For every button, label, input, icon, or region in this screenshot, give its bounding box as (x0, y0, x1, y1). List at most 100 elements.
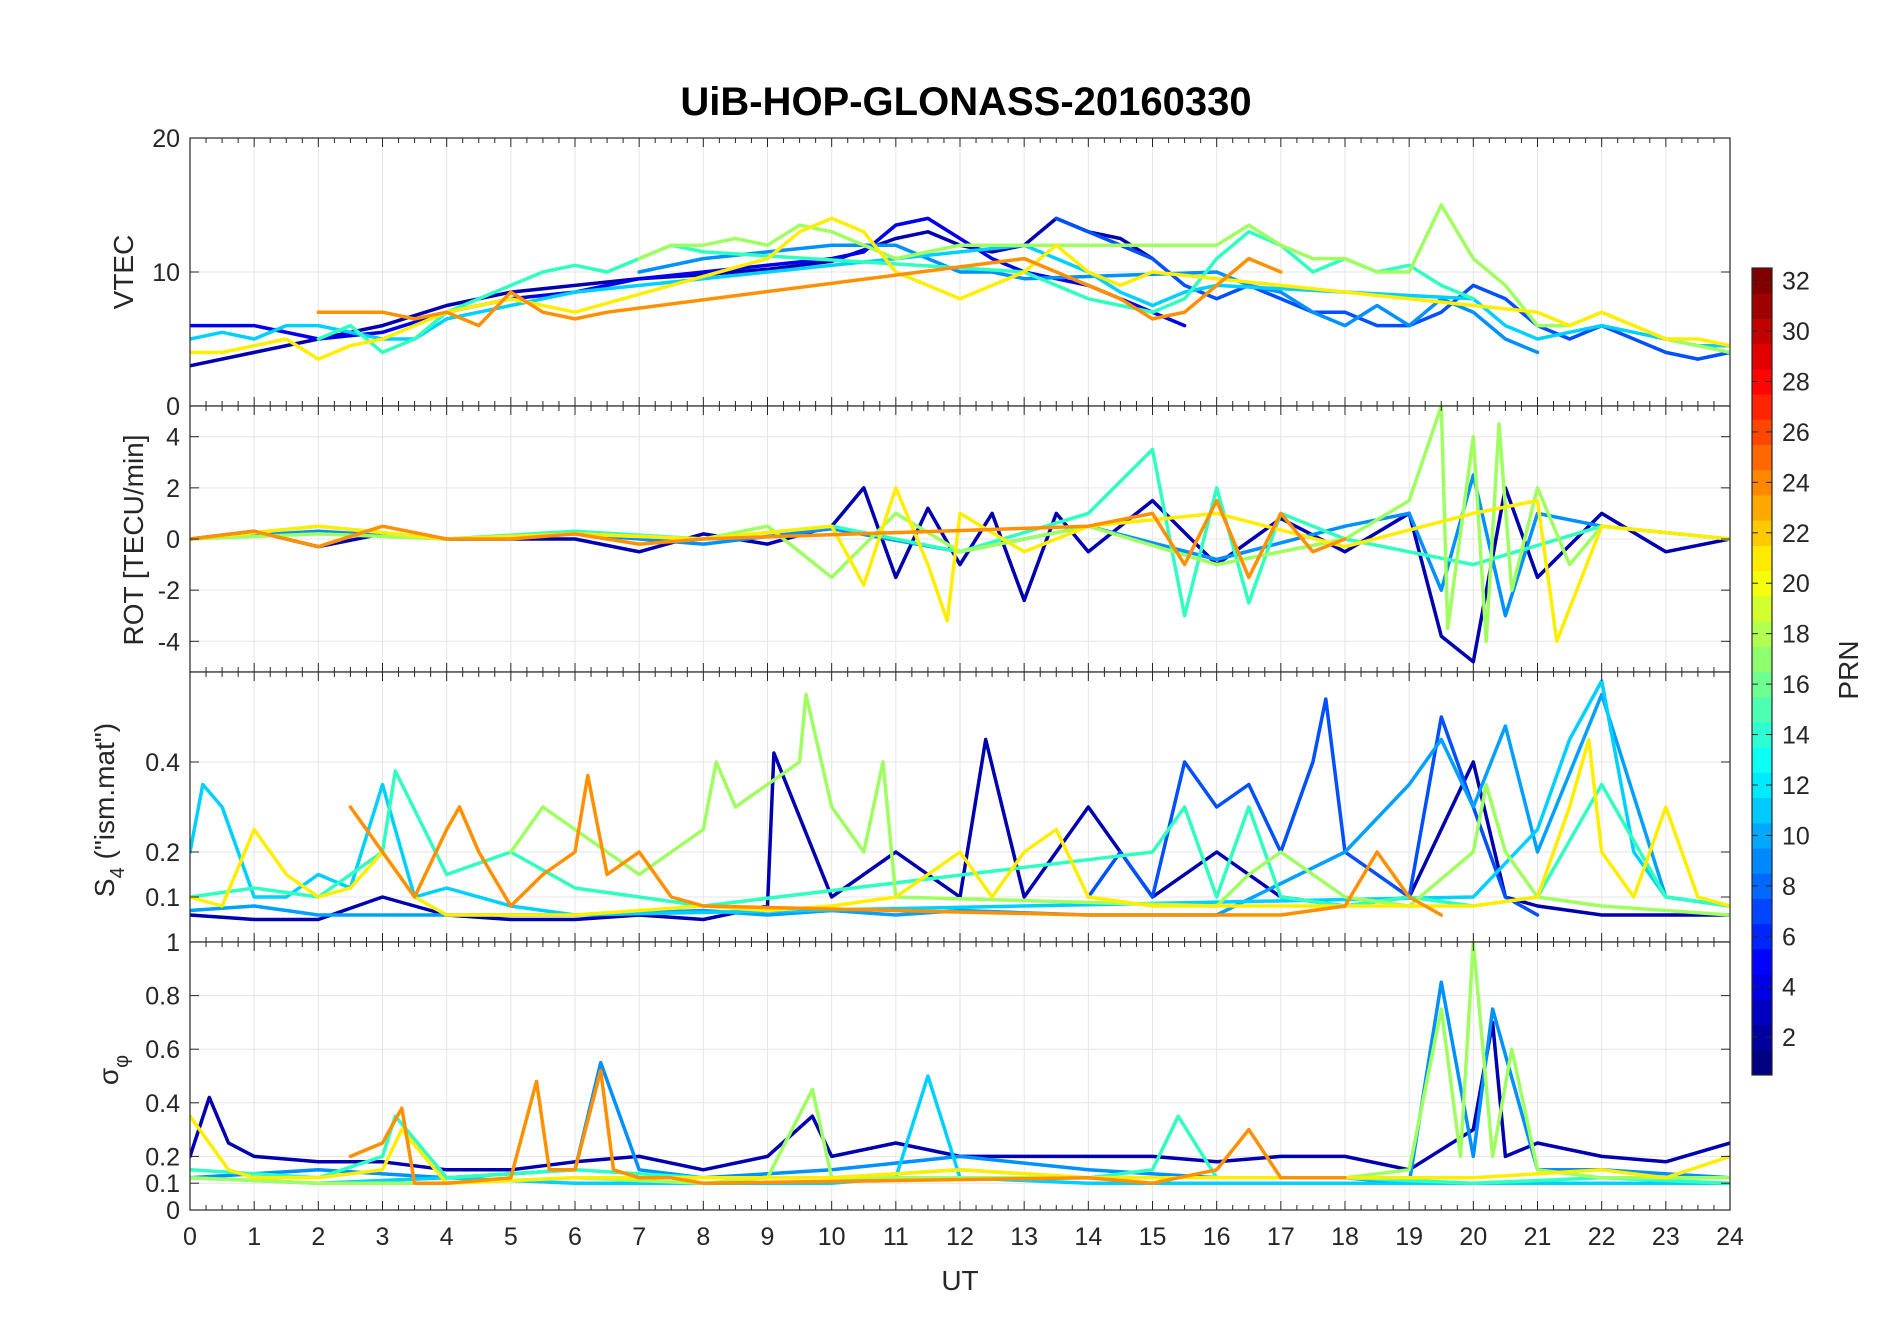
series-line-prn-23 (190, 498, 1347, 580)
panel-rot: -4 -2 0 2 4 (158, 405, 1731, 673)
x-tick-label: 3 (376, 1223, 390, 1251)
x-tick-label: 1 (247, 1223, 261, 1251)
x-tick-label: 13 (1010, 1223, 1038, 1251)
colorbar-segment (1752, 520, 1772, 546)
y-tick-label: 20 (152, 125, 180, 153)
series-line-prn-20 (190, 737, 1730, 917)
x-tick-label: 6 (568, 1223, 582, 1251)
y-tick-label: -2 (158, 577, 180, 605)
series-line-prn-23 (348, 1068, 1347, 1185)
series-line-prn-23 (316, 256, 1283, 328)
series-line-prn-6 (1086, 697, 1540, 917)
colorbar-segment (1752, 999, 1772, 1026)
colorbar-tick-label: 24 (1782, 469, 1810, 497)
colorbar-segment (1752, 545, 1772, 572)
colorbar-tick-label: 22 (1782, 520, 1810, 548)
y-tick-label: 0 (166, 526, 180, 554)
colorbar-segment (1752, 898, 1772, 925)
series-line-prn-23 (348, 773, 1444, 917)
rot-ylabel: ROT [TECU/min] (118, 434, 149, 645)
x-axis-label: UT (941, 1265, 978, 1296)
series-line-prn-3 (190, 216, 1187, 341)
colorbar-segment (1752, 721, 1772, 748)
panel-sigma-phi: 00.10.2 0.4 0.6 0.8 1 (145, 929, 1731, 1225)
colorbar-segment (1752, 1024, 1772, 1051)
colorbar-segment (1752, 848, 1772, 874)
x-tick-label: 5 (504, 1223, 518, 1251)
colorbar-tick-label: 12 (1782, 772, 1810, 800)
x-tick-label: 7 (632, 1223, 646, 1251)
colorbar-segment (1752, 696, 1772, 723)
series-line-prn-17 (509, 692, 1730, 917)
y-tick-label: 0.4 (145, 1090, 180, 1118)
x-tick-label: 8 (696, 1223, 710, 1251)
colorbar-segment (1752, 444, 1772, 471)
colorbar-tick-label: 10 (1782, 822, 1810, 850)
colorbar-segment (1752, 797, 1772, 824)
y-tick-label: 1 (166, 929, 180, 957)
colorbar-segment (1752, 419, 1772, 446)
x-tick-labels: 0 1 2 3 4 5 6 7 8 9 10 11 12 13 14 15 16 17 18 19 20 21 22 23 24 (183, 1223, 1744, 1251)
colorbar-tick-label: 18 (1782, 621, 1810, 649)
y-tick-label: 0 (166, 1197, 180, 1225)
x-tick-label: 4 (440, 1223, 454, 1251)
colorbar-segment (1752, 570, 1772, 597)
s4-ylabel: S4 ("ism.mat") (89, 723, 129, 897)
x-tick-label: 16 (1203, 1223, 1231, 1251)
colorbar-segment (1752, 343, 1772, 370)
x-tick-label: 22 (1588, 1223, 1616, 1251)
y-tick-label: 0.1 (145, 1170, 180, 1198)
vtec-ylabel: VTEC (108, 235, 139, 310)
colorbar-segment (1752, 293, 1772, 319)
colorbar-segment (1752, 873, 1772, 899)
colorbar-frame (1751, 267, 1773, 1076)
colorbar-tick-label: 30 (1782, 318, 1810, 346)
x-tick-label: 14 (1074, 1223, 1102, 1251)
colorbar-label: PRN (1833, 640, 1864, 699)
colorbar-segment (1752, 747, 1772, 773)
x-tick-label: 24 (1716, 1223, 1744, 1251)
x-tick-label: 23 (1652, 1223, 1680, 1251)
y-tick-label: 4 (166, 424, 180, 452)
x-tick-label: 18 (1331, 1223, 1359, 1251)
series-line-prn-14 (316, 230, 1476, 355)
series-group (190, 406, 1730, 664)
colorbar-tick-label: 6 (1782, 923, 1796, 951)
colorbar-tick-label: 8 (1782, 873, 1796, 901)
colorbar-segment (1752, 646, 1772, 672)
y-tick-label: 10 (152, 259, 180, 287)
y-tick-label: 0.4 (145, 749, 180, 777)
colorbar-tick-label: 2 (1782, 1024, 1796, 1052)
y-tick-label: -4 (158, 628, 180, 656)
colorbar-segment (1752, 948, 1772, 975)
colorbar-segment (1752, 595, 1772, 622)
y-tick-label: 0 (166, 393, 180, 421)
x-tick-label: 21 (1524, 1223, 1552, 1251)
colorbar-tick-label: 26 (1782, 419, 1810, 447)
sigma-phi-ylabel: σφ (93, 1055, 133, 1085)
x-tick-label: 15 (1139, 1223, 1167, 1251)
colorbar-tick-label: 14 (1782, 722, 1810, 750)
series-line-prn-1 (190, 216, 1155, 368)
colorbar-segment (1752, 1049, 1772, 1076)
x-tick-label: 2 (311, 1223, 325, 1251)
series-line-prn-20 (190, 486, 1730, 644)
y-tick-label: 0.2 (145, 839, 180, 867)
y-tick-label: 2 (166, 475, 180, 503)
x-tick-label: 17 (1267, 1223, 1295, 1251)
colorbar-segment (1752, 268, 1772, 294)
y-tick-label: 0.6 (145, 1036, 180, 1064)
series-group (190, 942, 1730, 1185)
colorbar-tick-label: 32 (1782, 268, 1810, 296)
colorbar-segment (1752, 772, 1772, 799)
y-tick-label: 0.8 (145, 983, 180, 1011)
x-tick-label: 10 (818, 1223, 846, 1251)
colorbar-segment (1752, 469, 1772, 496)
x-tick-label: 19 (1395, 1223, 1423, 1251)
x-tick-label: 20 (1459, 1223, 1487, 1251)
colorbar-segment (1752, 368, 1772, 395)
series-line-prn-20 (190, 1114, 1730, 1185)
series-line-prn-20 (190, 216, 1730, 361)
